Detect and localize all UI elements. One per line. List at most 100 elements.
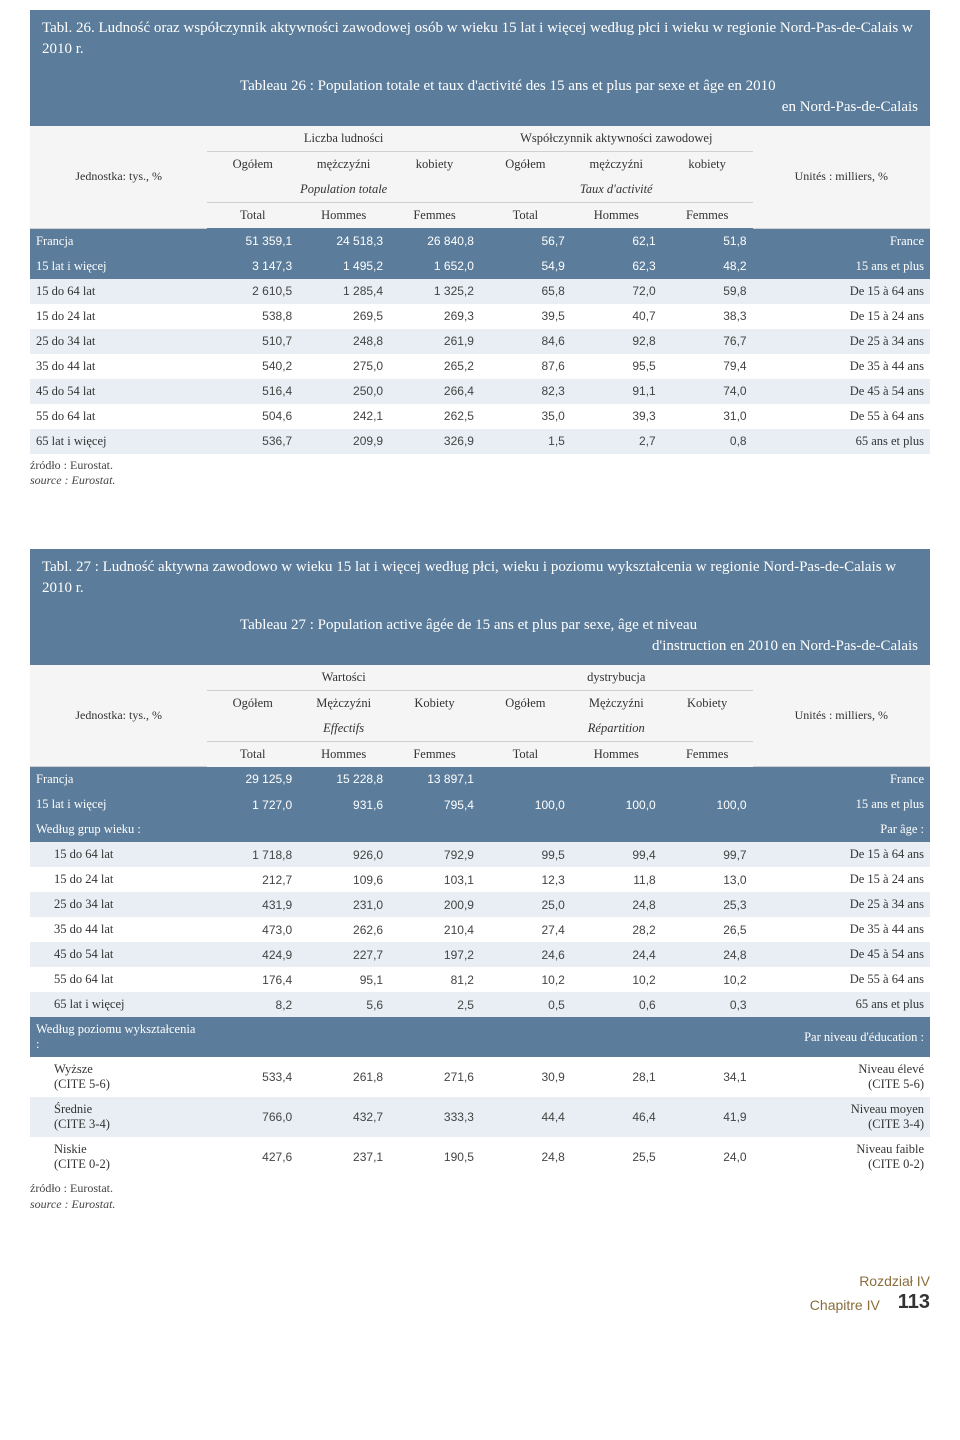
h-total: Total [480, 203, 571, 229]
h-pop-totale: Population totale [207, 177, 480, 203]
row-label-fr: De 55 à 64 ans [753, 967, 930, 992]
foot-pl: źródło : Eurostat. [30, 1181, 113, 1195]
cell: 62,3 [571, 254, 662, 279]
cell: 10,2 [480, 967, 571, 992]
row-label-fr: De 15 à 64 ans [753, 279, 930, 304]
row-label-pl: 45 do 54 lat [30, 379, 207, 404]
table-row: 35 do 44 lat473,0262,6210,427,428,226,5D… [30, 917, 930, 942]
cell [480, 767, 571, 793]
row-label-pl: 15 lat i więcej [30, 792, 207, 817]
units-right: Unités : milliers, % [753, 126, 930, 228]
h-k: Kobiety [662, 690, 753, 716]
cell: 44,4 [480, 1097, 571, 1137]
row-label-fr: 65 ans et plus [753, 429, 930, 454]
cell: 65,8 [480, 279, 571, 304]
cell: 261,8 [298, 1057, 389, 1097]
row-label-pl: 35 do 44 lat [30, 917, 207, 942]
cell: 26 840,8 [389, 228, 480, 254]
cell: 12,3 [480, 867, 571, 892]
cell: 29 125,9 [207, 767, 298, 793]
cell: 795,4 [389, 792, 480, 817]
cell: 24,6 [480, 942, 571, 967]
group-right: dystrybucja [480, 665, 753, 691]
cell: 30,9 [480, 1057, 571, 1097]
h-k: Kobiety [389, 690, 480, 716]
cell: 326,9 [389, 429, 480, 454]
cell: 269,3 [389, 304, 480, 329]
row-label-fr: De 55 à 64 ans [753, 404, 930, 429]
cell: 74,0 [662, 379, 753, 404]
row-label-fr: De 25 à 34 ans [753, 329, 930, 354]
cell: 41,9 [662, 1097, 753, 1137]
cell: 210,4 [389, 917, 480, 942]
row-label-fr: De 15 à 24 ans [753, 304, 930, 329]
cell: 261,9 [389, 329, 480, 354]
cell: 24,4 [571, 942, 662, 967]
table-27: Tabl. 27 : Ludność aktywna zawodowo w wi… [30, 549, 930, 1213]
cell: 109,6 [298, 867, 389, 892]
row-label-pl: 65 lat i więcej [30, 429, 207, 454]
h-hommes: Hommes [571, 741, 662, 767]
table26-title-fr-l2: en Nord-Pas-de-Calais [240, 97, 918, 118]
row-label-fr: Par âge : [753, 817, 930, 842]
cell: 1 285,4 [298, 279, 389, 304]
row-label-fr: Niveau moyen(CITE 3-4) [753, 1097, 930, 1137]
table26-title-pl: Tabl. 26. Ludność oraz współczynnik akty… [30, 10, 930, 68]
cell: 82,3 [480, 379, 571, 404]
cell: 1 652,0 [389, 254, 480, 279]
cell [389, 817, 480, 842]
cell: 24,0 [662, 1137, 753, 1177]
table27-grid: Jednostka: tys., % Wartości dystrybucja … [30, 665, 930, 1178]
table26-footnote: źródło : Eurostat. source : Eurostat. [30, 458, 930, 489]
h-hommes: Hommes [571, 203, 662, 229]
cell: 54,9 [480, 254, 571, 279]
cell: 262,6 [298, 917, 389, 942]
cell: 46,4 [571, 1097, 662, 1137]
cell: 227,7 [298, 942, 389, 967]
cell: 266,4 [389, 379, 480, 404]
cell: 242,1 [298, 404, 389, 429]
table-row: Według grup wieku :Par âge : [30, 817, 930, 842]
cell: 11,8 [571, 867, 662, 892]
cell: 0,3 [662, 992, 753, 1017]
foot-fr: source : Eurostat. [30, 1197, 115, 1211]
h-m: Mężczyźni [298, 690, 389, 716]
cell: 1 727,0 [207, 792, 298, 817]
cell: 190,5 [389, 1137, 480, 1177]
cell: 792,9 [389, 842, 480, 867]
row-label-pl: 55 do 64 lat [30, 404, 207, 429]
cell [480, 1017, 571, 1057]
table-row: Według poziomu wykształcenia : Par niveau… [30, 1017, 930, 1057]
cell: 24,8 [571, 892, 662, 917]
cell: 56,7 [480, 228, 571, 254]
table-row: Wyższe(CITE 5-6)533,4261,8271,630,928,13… [30, 1057, 930, 1097]
cell [662, 817, 753, 842]
cell: 99,4 [571, 842, 662, 867]
cell [571, 767, 662, 793]
row-label-pl: 35 do 44 lat [30, 354, 207, 379]
cell: 24,8 [480, 1137, 571, 1177]
row-label-pl: Według poziomu wykształcenia : [30, 1017, 207, 1057]
table27-footnote: źródło : Eurostat. source : Eurostat. [30, 1181, 930, 1212]
row-label-fr: Par niveau d'éducation : [753, 1017, 930, 1057]
cell: 2,7 [571, 429, 662, 454]
cell [662, 1017, 753, 1057]
cell: 1 325,2 [389, 279, 480, 304]
row-label-pl: Niskie(CITE 0-2) [30, 1137, 207, 1177]
cell: 51,8 [662, 228, 753, 254]
table-row: 25 do 34 lat431,9231,0200,925,024,825,3D… [30, 892, 930, 917]
h-femmes: Femmes [389, 203, 480, 229]
cell: 431,9 [207, 892, 298, 917]
cell: 24,8 [662, 942, 753, 967]
row-label-fr: 65 ans et plus [753, 992, 930, 1017]
cell [389, 1017, 480, 1057]
cell: 248,8 [298, 329, 389, 354]
cell: 200,9 [389, 892, 480, 917]
cell: 504,6 [207, 404, 298, 429]
cell: 31,0 [662, 404, 753, 429]
row-label-pl: 25 do 34 lat [30, 892, 207, 917]
cell [298, 817, 389, 842]
cell: 424,9 [207, 942, 298, 967]
h-hommes: Hommes [298, 741, 389, 767]
cell: 926,0 [298, 842, 389, 867]
